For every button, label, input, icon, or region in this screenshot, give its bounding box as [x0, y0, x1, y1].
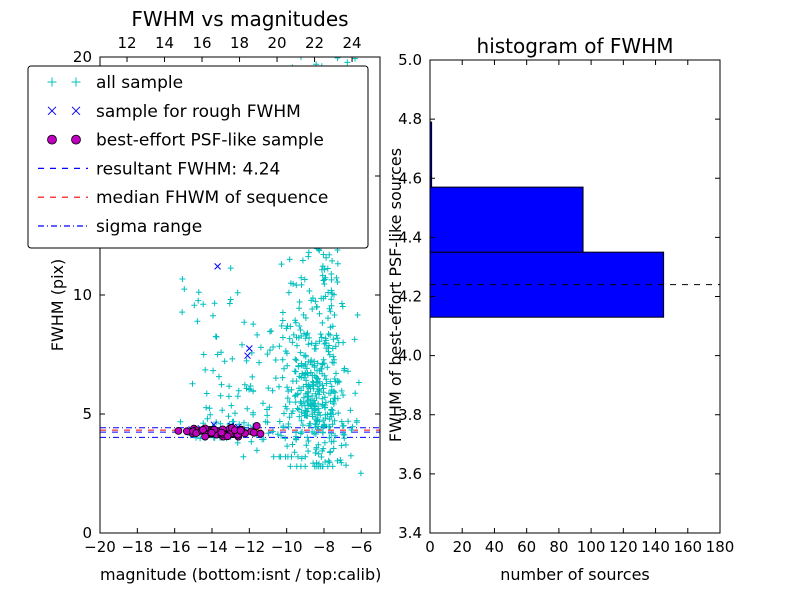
right-ytick-label: 4.2 — [398, 288, 422, 306]
legend-entry-median-fhwm-of-sequence: median FHWM of sequence — [38, 188, 328, 208]
right-xtick-label: 180 — [706, 538, 735, 556]
right-ytick-label: 4.0 — [398, 347, 422, 365]
right-xtick-label: 0 — [425, 538, 435, 556]
legend-entry-sigma-range: sigma range — [38, 217, 202, 237]
left-xtick-label: −20 — [84, 538, 116, 556]
legend-label: resultant FWHM: 4.24 — [96, 159, 280, 179]
right-xtick-label: 100 — [577, 538, 606, 556]
top-xtick-label: 20 — [267, 34, 286, 52]
right-ytick-label: 3.4 — [398, 524, 422, 542]
right-ylabel: FWHM of best-effort PSF-like sources — [386, 147, 405, 443]
legend-box — [27, 65, 369, 249]
right-xtick-label: 60 — [517, 538, 536, 556]
left-xtick-label: −6 — [350, 538, 372, 556]
legend-label: all sample — [96, 73, 183, 93]
top-xtick-label: 24 — [343, 34, 362, 52]
top-xtick-label: 16 — [192, 34, 211, 52]
right-xtick-label: 160 — [673, 538, 702, 556]
left-plot-title: FWHM vs magnitudes — [131, 7, 349, 31]
left-plot-area — [100, 57, 380, 477]
right-plot-title: histogram of FWHM — [476, 34, 674, 58]
legend-label: best-effort PSF-like sample — [96, 131, 324, 151]
legend: all sample sample for rough FWHM best-effo… — [27, 65, 369, 249]
right-xtick-label: 40 — [485, 538, 504, 556]
right-xtick-label: 140 — [641, 538, 670, 556]
left-xtick-label: −14 — [196, 538, 228, 556]
left-xtick-label: −16 — [159, 538, 191, 556]
right-xtick-label: 80 — [549, 538, 568, 556]
top-xtick-label: 14 — [155, 34, 174, 52]
left-ylabel: FWHM (pix) — [48, 258, 67, 352]
left-xtick-label: −12 — [234, 538, 266, 556]
right-ytick-label: 4.6 — [398, 169, 422, 187]
left-xtick-label: −8 — [313, 538, 335, 556]
legend-entry-best-effort-psf-like-sample: best-effort PSF-like sample — [47, 131, 324, 151]
right-xtick-label: 20 — [453, 538, 472, 556]
right-tick-labels: 0 20 40 60 80 100 120 140 160 180 3.4 3.6 3.8 4.0 4.2 4… — [398, 51, 734, 556]
legend-entry-resultant-fwhm-4-24: resultant FWHM: 4.24 — [38, 159, 280, 179]
histogram-bar — [429, 186, 584, 253]
left-ytick-label: 20 — [73, 48, 92, 66]
top-xtick-label: 22 — [305, 34, 324, 52]
right-ytick-label: 3.8 — [398, 406, 422, 424]
top-xtick-label: 12 — [117, 34, 136, 52]
series-sample-for-rough-fwhm — [188, 263, 255, 435]
right-xlabel: number of sources — [500, 565, 650, 584]
legend-entry-all-sample: all sample — [47, 73, 183, 93]
right-ytick-label: 5.0 — [398, 51, 422, 69]
left-xtick-label: −18 — [122, 538, 154, 556]
right-xtick-label: 120 — [609, 538, 638, 556]
right-ytick-label: 3.6 — [398, 465, 422, 483]
left-ytick-label: 10 — [73, 286, 92, 304]
legend-label: sample for rough FWHM — [96, 102, 301, 122]
legend-label: median FHWM of sequence — [96, 188, 328, 208]
left-xlabel: magnitude (bottom:isnt / top:calib) — [100, 565, 382, 584]
left-ytick-label: 5 — [82, 405, 92, 423]
left-ytick-label: 0 — [82, 524, 92, 542]
right-ytick-label: 4.4 — [398, 228, 422, 246]
top-xtick-label: 18 — [230, 34, 249, 52]
series-all-sample — [177, 57, 364, 477]
series-best-effort-psf-like-sample — [174, 421, 265, 441]
right-ytick-label: 4.8 — [398, 110, 422, 128]
left-xtick-label: −10 — [271, 538, 303, 556]
legend-entry-sample-for-rough-fwhm: sample for rough FWHM — [47, 102, 301, 122]
histogram-bar — [429, 251, 665, 318]
legend-label: sigma range — [96, 217, 202, 237]
